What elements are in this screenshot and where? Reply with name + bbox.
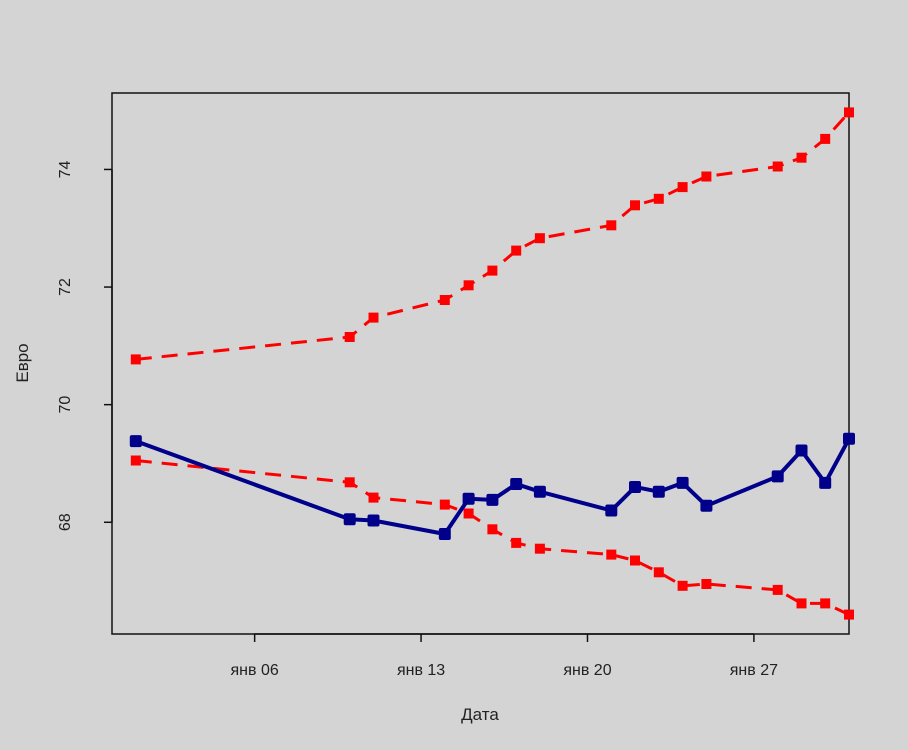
x-tick-label: янв 27	[730, 662, 778, 679]
data-point	[486, 493, 499, 506]
data-point	[438, 528, 451, 540]
data-point	[819, 476, 832, 489]
series-3	[129, 432, 855, 540]
data-point	[629, 481, 641, 493]
data-point	[701, 171, 712, 182]
data-point	[676, 476, 689, 489]
y-axis-title: Евро	[13, 343, 32, 382]
data-point	[463, 280, 474, 291]
y-axis: 68 70 72 74	[57, 160, 113, 531]
series-line	[135, 437, 851, 536]
series-2	[130, 455, 854, 620]
data-point	[510, 478, 523, 490]
series-layer	[129, 107, 855, 620]
x-axis: янв 06 янв 13 янв 20 янв 27	[231, 633, 778, 679]
data-point	[653, 567, 664, 578]
data-point	[844, 609, 854, 620]
data-point	[795, 444, 808, 457]
x-tick-label: янв 06	[231, 662, 279, 679]
data-point	[462, 492, 475, 505]
data-point	[511, 537, 522, 548]
data-point	[534, 233, 545, 244]
data-point	[129, 435, 142, 448]
x-tick-label: янв 20	[563, 662, 611, 679]
y-tick-label: 72	[57, 278, 74, 296]
data-point	[487, 524, 498, 535]
data-point	[533, 485, 546, 498]
x-axis-title: Дата	[461, 705, 499, 724]
data-point	[772, 161, 783, 172]
data-point	[343, 513, 356, 526]
data-point	[796, 152, 807, 163]
data-point	[439, 499, 450, 510]
data-point	[820, 598, 831, 609]
data-point	[511, 245, 522, 256]
series-line	[135, 459, 850, 616]
series-line	[135, 111, 851, 361]
data-point	[701, 579, 712, 589]
data-point	[487, 265, 498, 276]
data-point	[820, 133, 831, 144]
data-point	[130, 354, 141, 365]
data-point	[606, 220, 617, 231]
data-point	[630, 200, 640, 211]
data-point	[771, 470, 784, 483]
data-point	[344, 332, 355, 342]
data-point	[130, 455, 141, 466]
data-point	[844, 107, 854, 118]
data-point	[439, 295, 450, 305]
y-tick-label: 68	[57, 513, 74, 531]
y-tick-label: 70	[57, 396, 74, 414]
data-point	[630, 555, 640, 566]
data-point	[652, 485, 665, 498]
data-point	[677, 182, 688, 193]
data-point	[463, 508, 474, 519]
data-point	[653, 193, 664, 204]
data-point	[606, 549, 617, 560]
data-point	[677, 580, 688, 591]
data-point	[344, 477, 355, 488]
data-point	[605, 504, 618, 517]
data-point	[772, 584, 783, 595]
x-tick-label: янв 13	[397, 662, 445, 679]
data-point	[843, 432, 855, 445]
data-point	[368, 492, 379, 503]
y-tick-label: 74	[57, 160, 74, 178]
series-1	[130, 107, 854, 365]
data-point	[367, 514, 380, 527]
data-point	[700, 499, 713, 512]
data-point	[534, 543, 545, 554]
data-point	[368, 312, 379, 323]
data-point	[796, 598, 807, 609]
plot-area-frame	[111, 92, 850, 635]
